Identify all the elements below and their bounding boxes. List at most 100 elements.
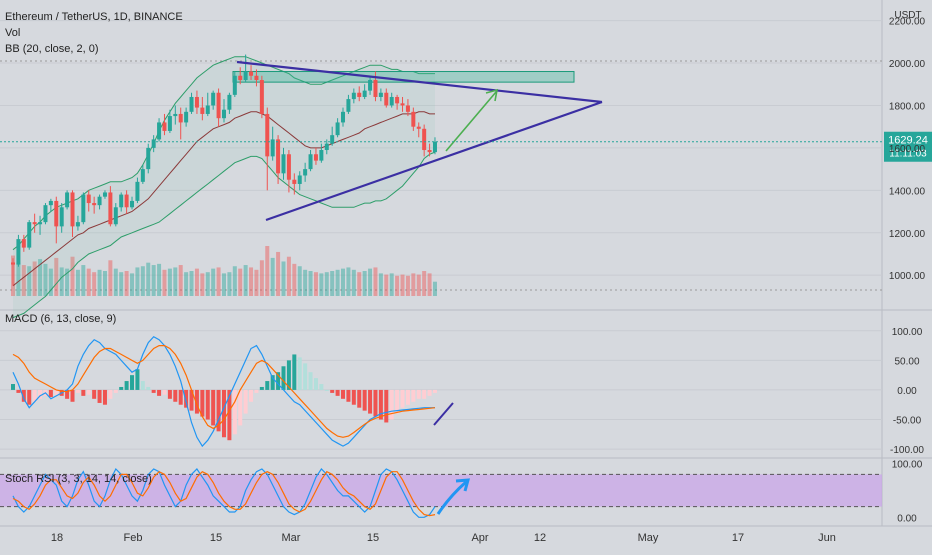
macd-histogram-bar bbox=[422, 389, 427, 399]
volume-bar bbox=[97, 269, 102, 296]
macd-histogram-bar bbox=[140, 381, 145, 390]
volume-bar bbox=[146, 262, 151, 296]
candle-body bbox=[130, 200, 135, 208]
macd-tick-label: 50.00 bbox=[894, 356, 919, 367]
macd-trendline[interactable] bbox=[433, 402, 454, 426]
candle-body bbox=[167, 116, 172, 131]
macd-histogram-bar bbox=[130, 375, 135, 390]
volume-bar bbox=[135, 267, 140, 296]
macd-histogram-bar bbox=[378, 389, 383, 420]
stoch-rsi-legend[interactable]: Stoch RSI (3, 3, 14, 14, close) bbox=[5, 473, 152, 485]
macd-histogram-bar bbox=[292, 354, 297, 390]
last-price-label: 1629.24 bbox=[888, 135, 928, 147]
candle-body bbox=[194, 96, 199, 108]
macd-histogram-bar bbox=[194, 389, 199, 414]
volume-bar bbox=[124, 271, 129, 296]
volume-bar bbox=[432, 281, 437, 296]
countdown-label: 11:11:03 bbox=[889, 149, 927, 160]
pane-separators bbox=[0, 0, 932, 527]
candle-body bbox=[81, 194, 86, 223]
time-tick-label: 17 bbox=[732, 532, 744, 544]
bollinger-legend[interactable]: BB (20, close, 2, 0) bbox=[5, 43, 99, 55]
projection-arrow[interactable] bbox=[445, 88, 499, 152]
macd-histogram-bar bbox=[167, 389, 172, 399]
price-tick-label: 1600.00 bbox=[889, 144, 926, 155]
descending-trendline[interactable] bbox=[236, 60, 603, 104]
volume-bar bbox=[308, 271, 313, 296]
macd-histogram-bar bbox=[357, 389, 362, 408]
macd-tick-label: -100.00 bbox=[890, 445, 924, 456]
volume-bar bbox=[286, 256, 291, 296]
candle-body bbox=[232, 75, 237, 95]
macd-histogram-bar bbox=[211, 389, 216, 426]
macd-histogram-bar bbox=[157, 389, 162, 396]
volume-legend[interactable]: Vol bbox=[5, 27, 20, 39]
candle-body bbox=[249, 71, 254, 76]
volume-bar bbox=[173, 267, 178, 296]
macd-histogram-bar bbox=[254, 389, 259, 393]
price-tick-label: 2200.00 bbox=[889, 17, 926, 28]
candle-body bbox=[400, 103, 405, 106]
symbol-title[interactable]: Ethereum / TetherUS, 1D, BINANCE bbox=[5, 11, 183, 23]
volume-bar bbox=[32, 261, 37, 296]
volume-bar bbox=[86, 268, 91, 296]
candle-body bbox=[119, 194, 124, 208]
macd-histogram-bar bbox=[303, 363, 308, 390]
macd-histogram-bar bbox=[276, 372, 281, 390]
macd-histogram-bar bbox=[70, 389, 75, 402]
volume-bar bbox=[362, 271, 367, 296]
volume-bar bbox=[405, 275, 410, 296]
candle-body bbox=[405, 105, 410, 112]
volume-bar bbox=[102, 271, 107, 296]
candle-body bbox=[357, 92, 362, 97]
macd-histogram-bar bbox=[184, 389, 189, 408]
volume-bar bbox=[16, 262, 21, 296]
volume-bar bbox=[178, 265, 183, 296]
volume-bar bbox=[313, 272, 318, 296]
volume-bar bbox=[259, 260, 264, 296]
ascending-trendline[interactable] bbox=[265, 100, 603, 222]
candle-body bbox=[276, 139, 281, 174]
macd-histogram-bar bbox=[48, 389, 53, 398]
price-tick-label: 1000.00 bbox=[889, 271, 926, 282]
macd-histogram-bar bbox=[351, 389, 356, 405]
candle-body bbox=[227, 94, 232, 110]
rsi-arrow[interactable] bbox=[436, 478, 471, 515]
candle-body bbox=[86, 194, 91, 204]
macd-histogram-bar bbox=[119, 386, 124, 390]
candle-body bbox=[157, 122, 162, 140]
macd-histogram-bar bbox=[189, 389, 194, 411]
time-axis: 18 Feb 15 Mar 15 Apr 12 May 17 Jun bbox=[51, 532, 836, 544]
stoch-tick-label: 0.00 bbox=[897, 513, 917, 524]
time-tick-label: Feb bbox=[124, 532, 143, 544]
macd-histogram-bar bbox=[416, 389, 421, 399]
volume-bar bbox=[200, 273, 205, 296]
volume-bar bbox=[48, 268, 53, 296]
candle-body bbox=[38, 222, 43, 225]
macd-histogram-bar bbox=[373, 389, 378, 417]
volume-bar bbox=[130, 273, 135, 296]
macd-histogram-bar bbox=[427, 389, 432, 396]
candle-body bbox=[432, 141, 437, 153]
macd-histogram-bar bbox=[97, 389, 102, 403]
volume-bar bbox=[189, 271, 194, 296]
candle-body bbox=[395, 96, 400, 104]
volume-bar bbox=[232, 266, 237, 296]
macd-legend[interactable]: MACD (6, 13, close, 9) bbox=[5, 313, 116, 325]
volume-bar bbox=[157, 263, 162, 296]
macd-histogram-bar bbox=[221, 389, 226, 438]
volume-bar bbox=[373, 267, 378, 296]
volume-bar bbox=[221, 273, 226, 296]
macd-histogram-bar bbox=[384, 389, 389, 423]
macd-histogram-bar bbox=[21, 389, 26, 402]
macd-histogram-bar bbox=[308, 372, 313, 390]
volume-bar bbox=[81, 265, 86, 296]
macd-histogram-bar bbox=[243, 389, 248, 414]
volume-bar bbox=[54, 257, 59, 296]
candle-body bbox=[254, 75, 259, 81]
macd-histogram-bar bbox=[27, 389, 32, 405]
volume-bar bbox=[335, 269, 340, 296]
time-tick-label: 15 bbox=[367, 532, 379, 544]
